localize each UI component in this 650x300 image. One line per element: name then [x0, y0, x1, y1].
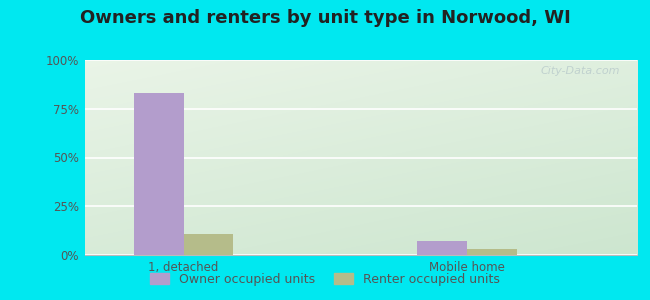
Text: Owners and renters by unit type in Norwood, WI: Owners and renters by unit type in Norwo… — [79, 9, 571, 27]
Bar — [417, 241, 467, 255]
Bar — [467, 249, 517, 255]
Bar — [134, 93, 184, 255]
Text: City-Data.com: City-Data.com — [541, 66, 620, 76]
Bar — [184, 233, 233, 255]
Legend: Owner occupied units, Renter occupied units: Owner occupied units, Renter occupied un… — [146, 268, 504, 291]
